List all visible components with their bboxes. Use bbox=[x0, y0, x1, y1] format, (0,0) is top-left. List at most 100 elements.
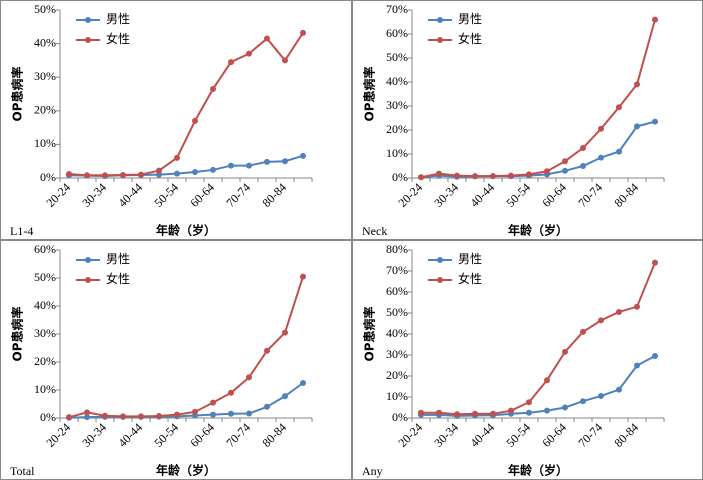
x-tick-label: 50-54 bbox=[503, 420, 533, 450]
data-point bbox=[634, 81, 640, 88]
y-tick-label: 40% bbox=[34, 35, 56, 49]
legend-label: 女性 bbox=[458, 31, 482, 46]
data-point bbox=[436, 409, 442, 416]
y-axis-title: OP患病率 bbox=[362, 307, 377, 362]
data-point bbox=[634, 362, 640, 369]
x-tick-label: 30-34 bbox=[79, 180, 109, 210]
panel-border bbox=[0, 0, 352, 240]
data-point bbox=[138, 413, 144, 420]
x-tick-label: 80-84 bbox=[259, 180, 289, 210]
data-point bbox=[652, 259, 658, 266]
x-tick-label: 40-44 bbox=[467, 180, 497, 210]
data-point bbox=[210, 166, 216, 173]
y-tick-label: 20% bbox=[34, 103, 56, 117]
data-point bbox=[634, 303, 640, 310]
legend-marker bbox=[85, 17, 91, 23]
data-point bbox=[562, 348, 568, 355]
data-point bbox=[652, 118, 658, 125]
y-tick-label: 50% bbox=[386, 50, 408, 64]
data-point bbox=[526, 171, 532, 178]
data-point bbox=[300, 273, 306, 280]
data-point bbox=[526, 399, 532, 406]
data-point bbox=[562, 404, 568, 411]
legend-label: 女性 bbox=[106, 31, 130, 46]
panel-title: L1-4 bbox=[10, 224, 33, 238]
data-point bbox=[300, 380, 306, 386]
y-tick-label: 40% bbox=[386, 326, 408, 340]
data-point bbox=[454, 411, 460, 418]
x-tick-label: 30-34 bbox=[431, 180, 461, 210]
data-point bbox=[490, 410, 496, 417]
series-line bbox=[420, 19, 656, 179]
data-point bbox=[264, 158, 270, 165]
panel: 0% 10% 20% 30% 40% 50% 60% 70% 80% 20-24 30-34 40-4… bbox=[362, 242, 665, 478]
y-tick-label: 60% bbox=[386, 284, 408, 298]
legend-marker bbox=[437, 37, 443, 43]
data-point bbox=[264, 403, 270, 410]
y-tick-label: 40% bbox=[386, 74, 408, 88]
panel: 0% 10% 20% 30% 40% 50% 60% 70% 20-24 30-34 40-44 50… bbox=[362, 2, 665, 238]
data-point bbox=[84, 409, 90, 416]
data-point bbox=[454, 172, 460, 179]
y-tick-label: 0% bbox=[392, 170, 408, 184]
legend-label: 女性 bbox=[458, 271, 482, 286]
panel-title: Neck bbox=[362, 224, 387, 238]
x-tick-label: 50-54 bbox=[151, 180, 181, 210]
legend-marker bbox=[437, 257, 443, 263]
y-tick-label: 20% bbox=[386, 122, 408, 136]
data-point bbox=[580, 163, 586, 169]
x-tick-label: 50-54 bbox=[151, 420, 181, 450]
y-axis-title: OP患病率 bbox=[362, 67, 377, 122]
data-point bbox=[634, 123, 640, 130]
y-tick-label: 10% bbox=[386, 389, 408, 403]
y-tick-label: 10% bbox=[386, 146, 408, 160]
legend-marker bbox=[437, 17, 443, 23]
data-point bbox=[156, 167, 162, 174]
data-point bbox=[652, 16, 658, 23]
y-axis-title: OP患病率 bbox=[10, 67, 25, 122]
series-line bbox=[68, 276, 304, 419]
data-point bbox=[418, 174, 424, 181]
series-line bbox=[420, 120, 656, 179]
data-point bbox=[544, 168, 550, 175]
data-point bbox=[282, 393, 288, 400]
y-tick-label: 70% bbox=[386, 2, 408, 16]
y-tick-label: 80% bbox=[386, 242, 408, 256]
data-point bbox=[418, 409, 424, 416]
data-point bbox=[102, 412, 108, 419]
panel-title: Any bbox=[362, 464, 383, 478]
data-point bbox=[580, 398, 586, 405]
data-point bbox=[652, 353, 658, 360]
legend-label: 男性 bbox=[458, 12, 482, 26]
y-tick-label: 20% bbox=[386, 368, 408, 382]
data-point bbox=[300, 29, 306, 36]
data-point bbox=[228, 410, 234, 417]
data-point bbox=[228, 162, 234, 169]
data-point bbox=[192, 408, 198, 415]
y-tick-label: 30% bbox=[386, 347, 408, 361]
series-line bbox=[421, 355, 656, 417]
x-axis-title: 年龄（岁） bbox=[156, 463, 216, 478]
series-line bbox=[68, 32, 304, 177]
data-point bbox=[174, 170, 180, 177]
x-tick-label: 60-64 bbox=[187, 420, 217, 450]
legend-label: 女性 bbox=[106, 271, 130, 286]
x-tick-label: 30-34 bbox=[431, 420, 461, 450]
legend-label: 男性 bbox=[458, 252, 482, 266]
data-point bbox=[472, 410, 478, 417]
x-tick-label: 80-84 bbox=[611, 180, 641, 210]
x-tick-label: 80-84 bbox=[259, 420, 289, 450]
x-tick-label: 60-64 bbox=[539, 420, 569, 450]
x-tick-label: 30-34 bbox=[79, 420, 109, 450]
data-point bbox=[66, 170, 72, 177]
x-axis-title: 年龄（岁） bbox=[508, 223, 568, 238]
x-tick-label: 70-74 bbox=[223, 420, 253, 450]
legend-label: 男性 bbox=[106, 252, 130, 266]
data-point bbox=[282, 158, 288, 165]
y-tick-label: 0% bbox=[40, 410, 56, 424]
y-tick-label: 30% bbox=[34, 69, 56, 83]
data-point bbox=[616, 104, 622, 111]
data-point bbox=[616, 148, 622, 155]
x-tick-label: 20-24 bbox=[43, 420, 73, 450]
x-tick-label: 50-54 bbox=[503, 180, 533, 210]
